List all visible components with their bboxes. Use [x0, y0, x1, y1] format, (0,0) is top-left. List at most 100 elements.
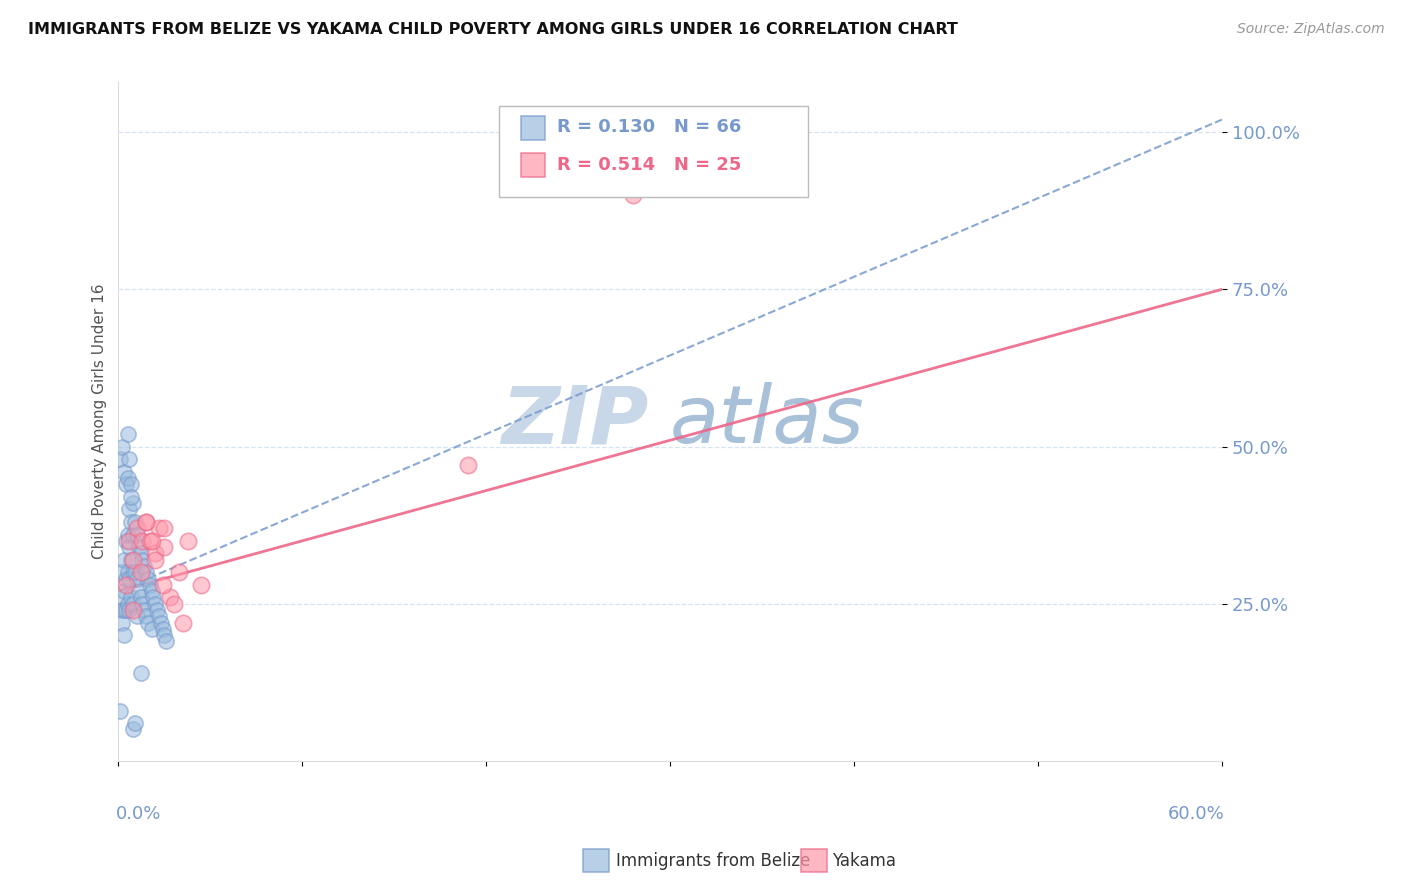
- Point: [111, 615, 134, 630]
- Text: Yakama: Yakama: [832, 852, 897, 870]
- Point: [111, 591, 134, 605]
- Point: [128, 540, 150, 554]
- Point: [112, 465, 135, 479]
- Point: [155, 634, 177, 648]
- Point: [117, 566, 139, 580]
- Point: [129, 546, 152, 560]
- Point: [141, 533, 163, 548]
- Point: [120, 591, 142, 605]
- Point: [162, 597, 184, 611]
- Point: [143, 552, 166, 566]
- Point: [457, 458, 479, 473]
- Point: [148, 521, 170, 535]
- Point: [118, 533, 141, 548]
- Text: 0.0%: 0.0%: [117, 805, 162, 823]
- Point: [122, 723, 145, 737]
- Point: [118, 572, 141, 586]
- Point: [122, 603, 145, 617]
- Point: [153, 521, 176, 535]
- Point: [149, 615, 172, 630]
- Point: [138, 533, 160, 548]
- Point: [152, 622, 174, 636]
- Point: [110, 704, 132, 718]
- Point: [159, 591, 181, 605]
- Point: [142, 591, 165, 605]
- Point: [112, 628, 135, 642]
- Text: Immigrants from Belize: Immigrants from Belize: [616, 852, 810, 870]
- Point: [120, 515, 142, 529]
- Bar: [522, 116, 546, 140]
- Point: [167, 566, 190, 580]
- Point: [122, 597, 145, 611]
- Point: [117, 597, 139, 611]
- Point: [111, 440, 134, 454]
- Point: [114, 533, 136, 548]
- Point: [114, 477, 136, 491]
- Point: [153, 540, 176, 554]
- Point: [141, 622, 163, 636]
- Point: [131, 552, 153, 566]
- Point: [177, 533, 200, 548]
- Point: [117, 471, 139, 485]
- Point: [120, 490, 142, 504]
- Point: [153, 628, 176, 642]
- Point: [135, 609, 157, 624]
- Point: [129, 665, 152, 680]
- Text: R = 0.514   N = 25: R = 0.514 N = 25: [557, 156, 741, 174]
- Point: [118, 603, 141, 617]
- Point: [146, 603, 169, 617]
- Point: [134, 603, 156, 617]
- Text: Source: ZipAtlas.com: Source: ZipAtlas.com: [1237, 22, 1385, 37]
- Point: [141, 584, 163, 599]
- Point: [621, 188, 644, 202]
- Point: [190, 578, 212, 592]
- Point: [114, 603, 136, 617]
- Point: [124, 515, 146, 529]
- Point: [114, 578, 136, 592]
- Point: [143, 597, 166, 611]
- Point: [112, 552, 135, 566]
- Point: [135, 515, 157, 529]
- Point: [125, 609, 148, 624]
- Point: [136, 615, 159, 630]
- Point: [114, 572, 136, 586]
- Point: [172, 615, 194, 630]
- Point: [118, 502, 141, 516]
- Point: [117, 426, 139, 441]
- Point: [134, 558, 156, 573]
- Point: [112, 603, 135, 617]
- Point: [124, 716, 146, 731]
- Text: IMMIGRANTS FROM BELIZE VS YAKAMA CHILD POVERTY AMONG GIRLS UNDER 16 CORRELATION : IMMIGRANTS FROM BELIZE VS YAKAMA CHILD P…: [28, 22, 957, 37]
- Point: [120, 477, 142, 491]
- Point: [135, 515, 157, 529]
- Point: [152, 578, 174, 592]
- Point: [128, 584, 150, 599]
- Point: [143, 546, 166, 560]
- Point: [136, 572, 159, 586]
- Point: [120, 552, 142, 566]
- Point: [148, 609, 170, 624]
- Point: [125, 572, 148, 586]
- Point: [129, 566, 152, 580]
- Text: 60.0%: 60.0%: [1167, 805, 1225, 823]
- Point: [138, 578, 160, 592]
- Point: [135, 566, 157, 580]
- Point: [122, 496, 145, 510]
- FancyBboxPatch shape: [499, 105, 808, 197]
- Y-axis label: Child Poverty Among Girls Under 16: Child Poverty Among Girls Under 16: [93, 284, 107, 559]
- Point: [118, 540, 141, 554]
- Text: ZIP: ZIP: [501, 383, 648, 460]
- Point: [122, 527, 145, 541]
- Point: [110, 452, 132, 467]
- Text: R = 0.130   N = 66: R = 0.130 N = 66: [557, 119, 741, 136]
- Text: atlas: atlas: [671, 383, 865, 460]
- Point: [112, 584, 135, 599]
- Point: [122, 566, 145, 580]
- Point: [131, 533, 153, 548]
- Point: [118, 452, 141, 467]
- Point: [117, 527, 139, 541]
- Point: [122, 552, 145, 566]
- Point: [131, 597, 153, 611]
- Point: [125, 527, 148, 541]
- Point: [124, 566, 146, 580]
